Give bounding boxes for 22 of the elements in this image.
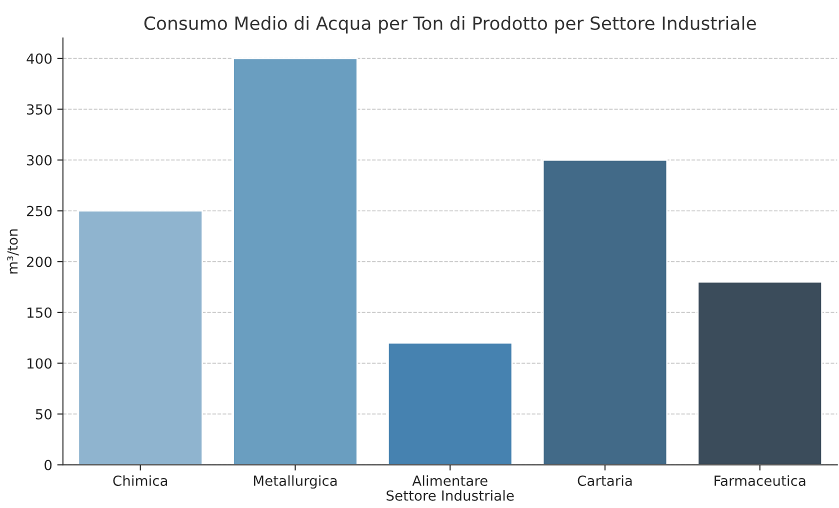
bar — [542, 159, 668, 465]
y-tick-label: 100 — [28, 358, 52, 369]
x-tick-label: Chimica — [113, 475, 168, 486]
y-tick-label: 150 — [28, 307, 52, 318]
bar — [78, 210, 204, 465]
x-tick-label: Farmaceutica — [714, 475, 806, 486]
y-tick-label: 250 — [27, 206, 52, 216]
x-tick-label: Cartaria — [578, 475, 632, 486]
y-tick-label: 400 — [26, 53, 52, 64]
bar — [697, 281, 823, 465]
x-tick-label: Alimentare — [412, 475, 488, 486]
y-tick-label: 200 — [27, 256, 52, 268]
y-tick-label: 350 — [27, 104, 52, 115]
bar — [232, 58, 358, 465]
x-tick-label: Metallurgica — [254, 475, 337, 489]
x-axis-title: Settore Industriale — [386, 490, 514, 501]
chart-title: Consumo Medio di Acqua per Ton di Prodotto per Settore Industriale — [144, 16, 756, 34]
bar — [387, 342, 513, 465]
y-tick-label: 0 — [44, 460, 52, 470]
y-axis-title: m³/ton — [7, 229, 19, 274]
y-tick-label: 300 — [27, 154, 52, 166]
y-tick-label: 50 — [36, 408, 52, 420]
